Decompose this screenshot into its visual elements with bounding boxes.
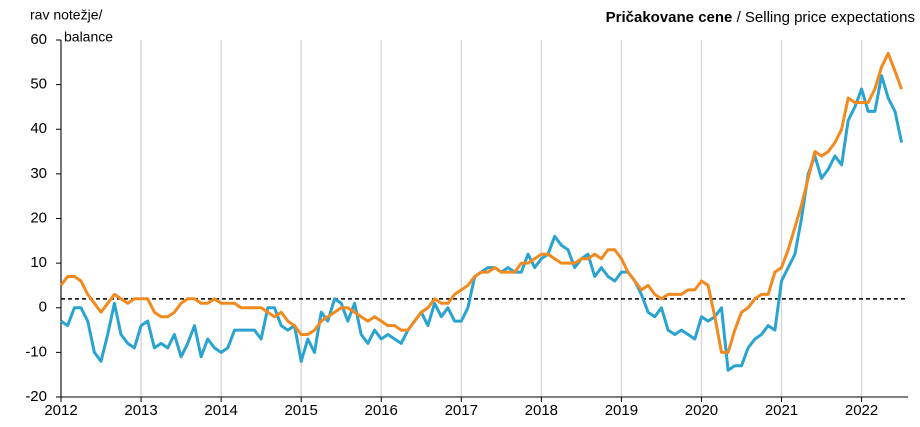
y-tick-label: 10	[30, 254, 47, 271]
y-tick-label: 0	[39, 299, 47, 316]
data-line	[60, 74, 904, 372]
y-tick-label: 20	[30, 209, 47, 226]
x-tick-label: 2020	[685, 402, 718, 419]
y-tick-label: 50	[30, 76, 47, 93]
x-tick-label: 2016	[365, 402, 398, 419]
data-line	[59, 51, 904, 354]
y-tick-label: 40	[30, 120, 47, 137]
y-tick-label: 60	[30, 31, 47, 48]
x-tick-label: 2022	[845, 402, 878, 419]
y-tick-label: -10	[25, 343, 47, 360]
chart-subtitle: / Selling price expectations	[737, 9, 915, 26]
y-axis-label: balance	[64, 29, 113, 45]
x-tick-label: 2017	[445, 402, 478, 419]
x-tick-label: 2021	[765, 402, 798, 419]
x-tick-label: 2013	[124, 402, 157, 419]
x-tick-label: 2012	[44, 402, 77, 419]
x-tick-label: 2019	[605, 402, 638, 419]
x-tick-label: 2015	[284, 402, 317, 419]
y-axis-label: rav notežje/	[30, 7, 102, 23]
x-tick-label: 2018	[525, 402, 558, 419]
y-tick-label: -20	[25, 388, 47, 405]
y-tick-label: 30	[30, 165, 47, 182]
chart-title-group: Pričakovane cene / Selling price expecta…	[606, 9, 915, 26]
chart-title: Pričakovane cene	[606, 9, 733, 26]
x-tick-label: 2014	[204, 402, 237, 419]
